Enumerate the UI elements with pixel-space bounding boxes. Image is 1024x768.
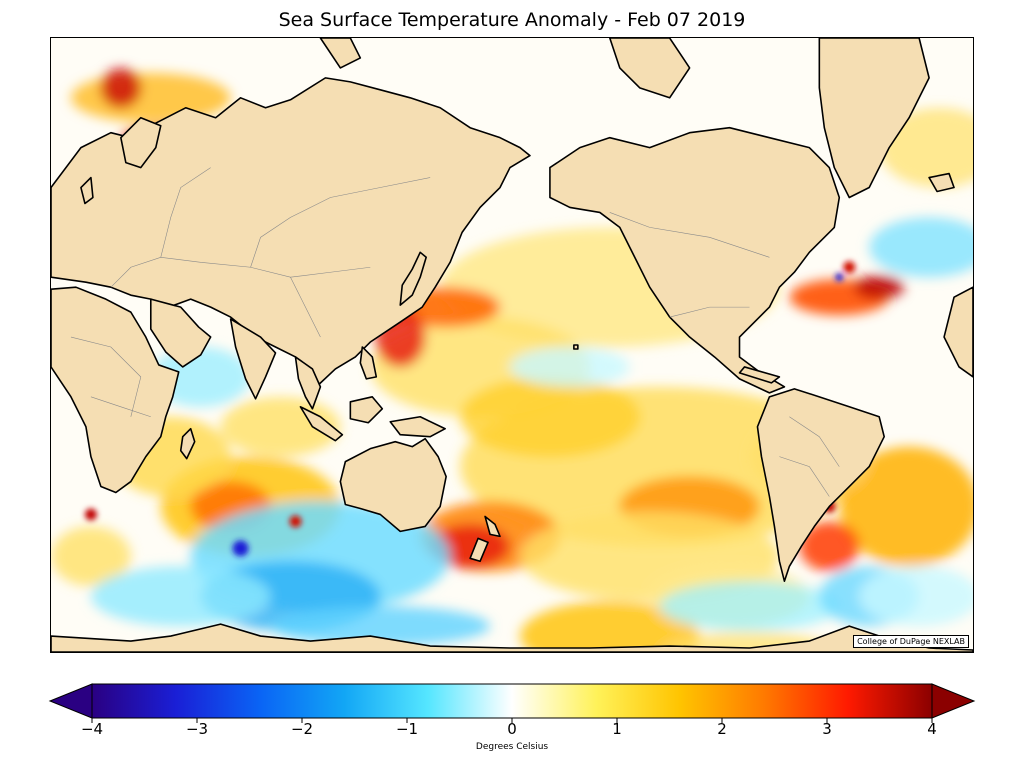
philippines-landmass [359, 346, 378, 380]
uk [80, 176, 94, 205]
eurasia-landmass [51, 77, 531, 386]
new-zealand-south-landmass [469, 537, 489, 563]
hawaii [573, 344, 579, 350]
anomaly-field [51, 67, 973, 652]
credit-label: College of DuPage NEXLAB [853, 635, 969, 648]
colorbar-tick-label: 1 [612, 720, 622, 738]
new-zealand-landmass [484, 515, 501, 538]
country-borders [70, 167, 840, 497]
svalbard [319, 38, 362, 69]
colorbar-tick-label: −1 [395, 720, 419, 738]
colorbar-extend-max [931, 683, 976, 719]
australia-landmass [339, 437, 447, 533]
japan-landmass [399, 251, 427, 306]
colorbar [48, 683, 976, 723]
land [51, 38, 973, 652]
sumatra-landmass [299, 406, 344, 442]
colorbar-tick-label: −2 [290, 720, 314, 738]
colorbar-label: Degrees Celsius [475, 742, 549, 752]
iceland [928, 172, 955, 193]
antarctica-landmass [51, 623, 973, 652]
colorbar-tick-label: 4 [927, 720, 937, 738]
south-america-landmass [756, 388, 885, 583]
india-landmass [229, 318, 277, 400]
africa-landmass [51, 286, 180, 494]
colorbar-tick-label: 3 [822, 720, 832, 738]
colorbar-tick-label: −3 [185, 720, 209, 738]
map-svg [51, 38, 973, 652]
greenland-landmass [818, 38, 930, 199]
scandinavia [120, 116, 162, 169]
new-guinea-landmass [389, 415, 446, 438]
sst-anomaly-map: College of DuPage NEXLAB [50, 37, 974, 653]
arabia-landmass [149, 298, 212, 368]
colorbar-tick-labels: −4 −3 −2 −1 0 1 2 3 4 [50, 720, 974, 742]
colorbar-tick-label: 0 [507, 720, 517, 738]
colorbar-ticks [91, 718, 933, 723]
colorbar-tick-label: 2 [717, 720, 727, 738]
colorbar-extend-min [48, 683, 93, 719]
cuba [738, 366, 781, 384]
colorbar-gradient [91, 683, 933, 719]
colorbar-tick-label: −4 [80, 720, 104, 738]
chart-title: Sea Surface Temperature Anomaly - Feb 07… [278, 9, 746, 31]
north-america-landmass [549, 126, 841, 394]
europe-west [943, 286, 973, 378]
indochina-landmass [294, 356, 322, 410]
arctic-islands [608, 38, 691, 99]
colorbar-svg [48, 683, 976, 723]
madagascar-landmass [179, 427, 196, 460]
borneo-landmass [349, 396, 384, 424]
